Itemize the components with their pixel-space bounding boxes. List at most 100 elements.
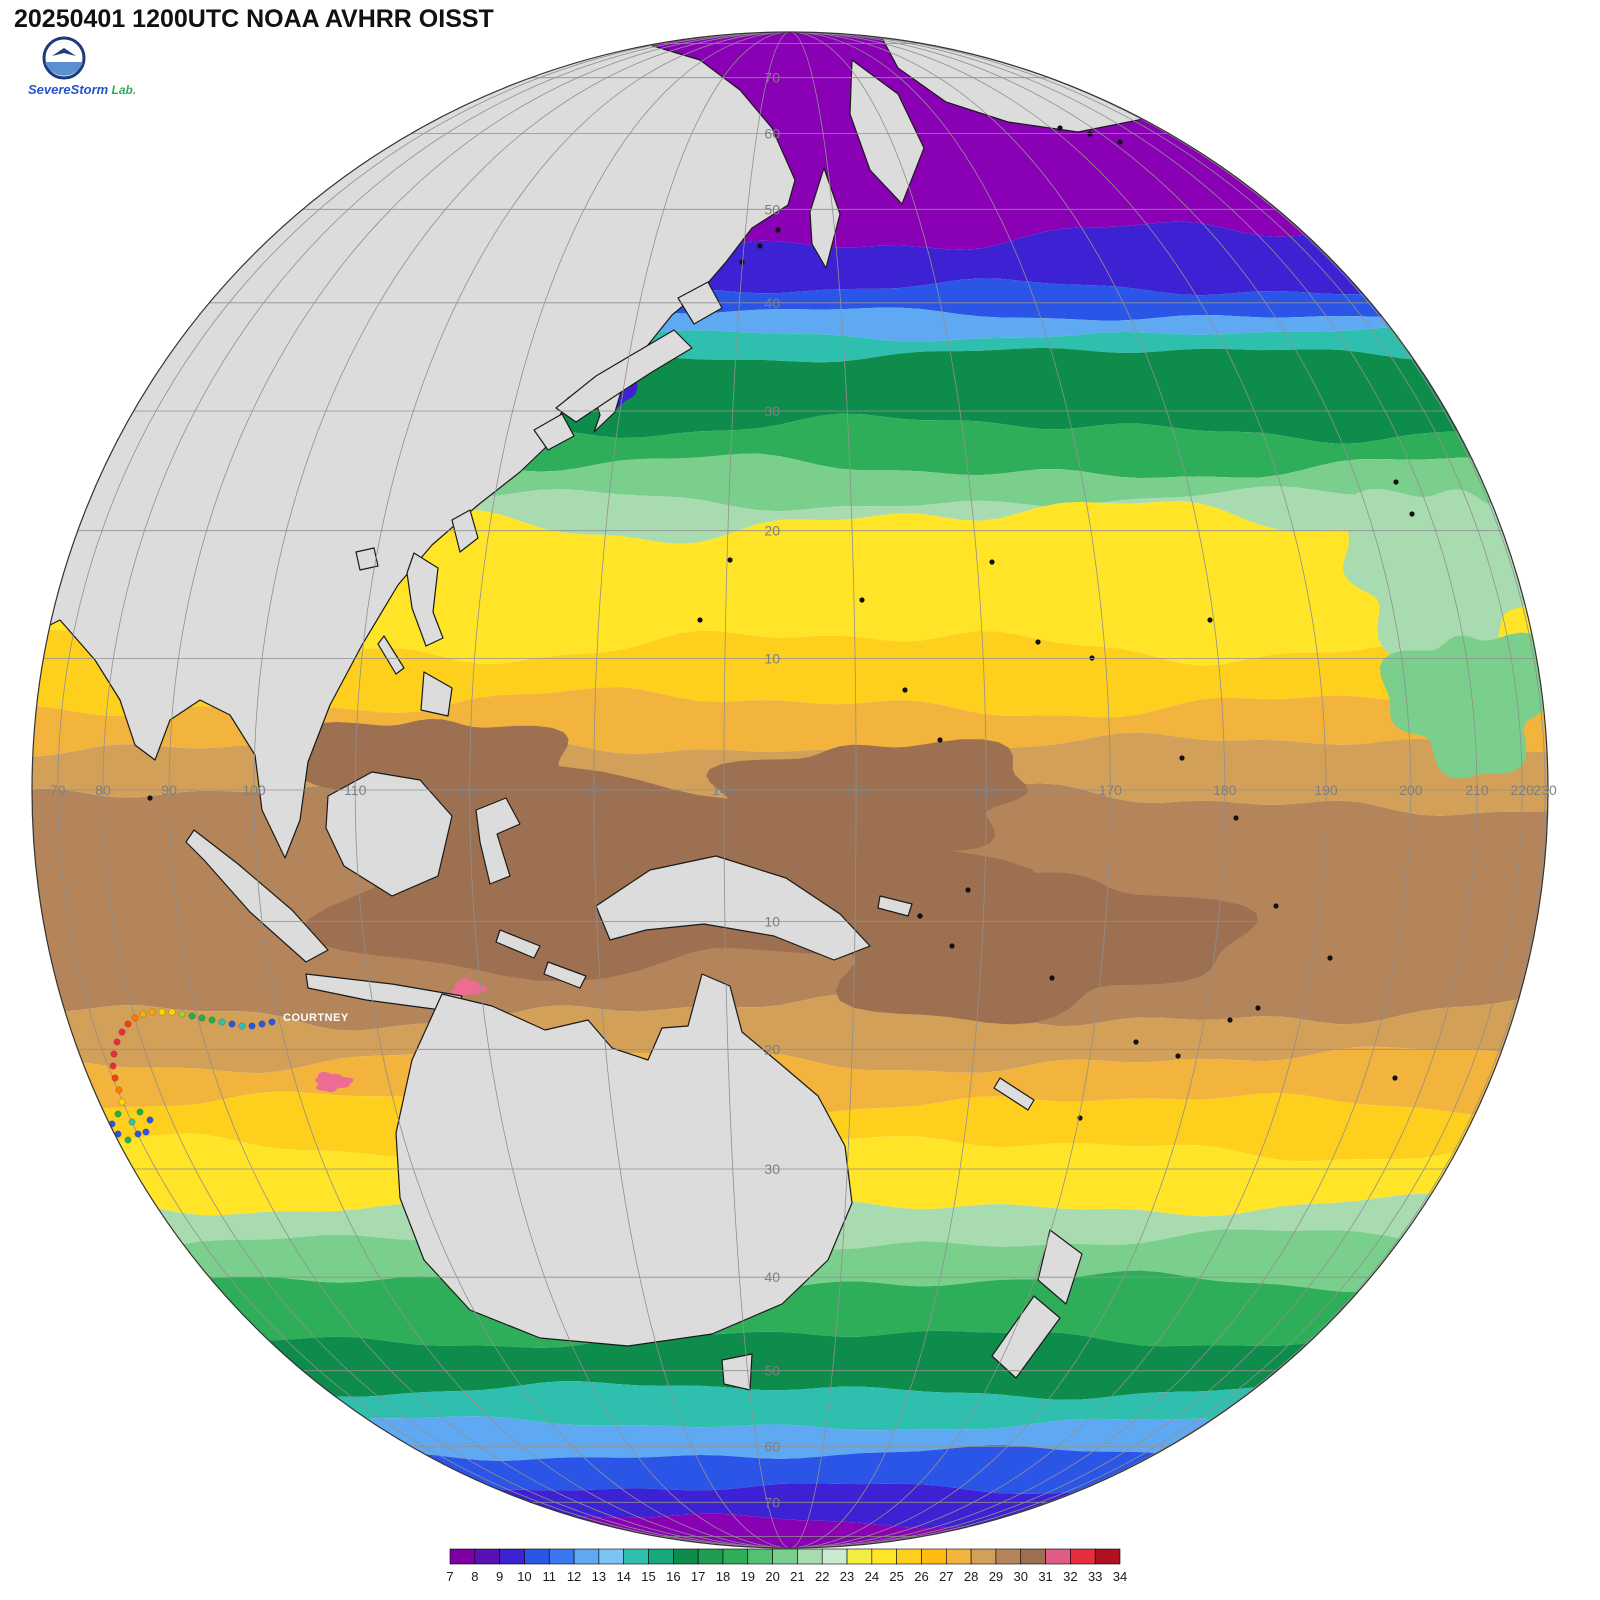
island-speck — [1049, 975, 1055, 981]
colorbar-swatch — [945, 1548, 972, 1565]
colorbar-swatch — [970, 1548, 997, 1565]
colorbar-swatch — [524, 1548, 550, 1565]
landmass-sakhalin — [809, 167, 841, 269]
island-speck — [147, 795, 153, 801]
landmass-new-zealand-north — [1037, 1229, 1083, 1305]
island-speck — [1057, 125, 1063, 131]
grid-meridian — [789, 32, 1523, 1548]
colorbar-swatch — [722, 1548, 749, 1565]
colorbar-tick-label: 22 — [815, 1569, 829, 1584]
lat-label: 50 — [764, 1363, 780, 1379]
noaa-emblem-sea — [45, 62, 83, 76]
colorbar-tick-label: 31 — [1038, 1569, 1052, 1584]
sst-band — [32, 1270, 1548, 1348]
lat-label: 50 — [764, 201, 780, 217]
lon-label: 130 — [582, 782, 606, 798]
storm-track-point — [248, 1022, 256, 1030]
island-speck — [1409, 511, 1415, 517]
colorbar: 7 8 9 10 11 12 13 14 15 16 17 18 19 20 21 22 23 24 25 26 27 2… — [446, 1548, 1127, 1584]
storm-track-point — [114, 1110, 122, 1118]
colorbar-tick-label: 12 — [567, 1569, 581, 1584]
colorbar-swatch — [797, 1548, 823, 1565]
colorbar-tick-label: 10 — [517, 1569, 531, 1584]
grid-meridian — [253, 32, 791, 1548]
grid-meridian — [789, 32, 1327, 1548]
island-speck — [1273, 903, 1279, 909]
landmass-luzon — [406, 552, 444, 647]
lat-label: 20 — [764, 1041, 780, 1057]
storm-track-point — [115, 1086, 123, 1094]
globe-rim — [31, 31, 1549, 1549]
island-speck — [965, 887, 971, 893]
island-speck — [937, 737, 943, 743]
island-speck — [1179, 755, 1185, 761]
colorbar-swatch — [995, 1548, 1022, 1565]
storm-track-point — [168, 1008, 176, 1016]
lat-label: 10 — [764, 914, 780, 930]
colorbar-swatch — [772, 1548, 798, 1565]
landmass-new-britain — [877, 895, 913, 917]
storm-track-point — [113, 1038, 121, 1046]
lon-label: 170 — [1099, 782, 1123, 798]
sst-blob — [806, 859, 1258, 1025]
colorbar-swatch — [548, 1548, 575, 1565]
lat-label: 70 — [764, 70, 780, 86]
storm-track-point — [146, 1116, 154, 1124]
island-speck — [859, 597, 865, 603]
sst-blob — [450, 978, 488, 997]
island-speck — [1393, 479, 1399, 485]
sst-band — [32, 32, 1548, 254]
sst-band — [32, 687, 1548, 759]
storm-track-point — [136, 1108, 144, 1116]
island-speck — [1255, 1005, 1261, 1011]
colorbar-swatch — [871, 1548, 897, 1565]
colorbar-swatch — [1020, 1548, 1046, 1565]
grid-meridian — [593, 32, 791, 1548]
lat-label: 70 — [764, 1494, 780, 1510]
grid-meridian — [469, 32, 791, 1548]
lon-label: 190 — [1314, 782, 1338, 798]
colorbar-swatch — [1070, 1548, 1096, 1565]
colorbar-swatch — [1094, 1548, 1121, 1565]
lon-label: 140 — [712, 782, 736, 798]
colorbar-swatch — [474, 1548, 500, 1565]
storm-track-point — [188, 1012, 196, 1020]
lat-label: 40 — [764, 1269, 780, 1285]
colorbar-tick-label: 29 — [989, 1569, 1003, 1584]
storm-track-point — [158, 1008, 166, 1016]
colorbar-tick-label: 7 — [446, 1569, 453, 1584]
landmass-mindanao — [420, 671, 453, 717]
lon-label: 100 — [242, 782, 266, 798]
colorbar-tick-label: 30 — [1014, 1569, 1028, 1584]
colorbar-tick-label: 9 — [496, 1569, 503, 1584]
lon-label: 160 — [975, 782, 999, 798]
landmass-australia — [395, 973, 853, 1347]
sst-band — [32, 307, 1548, 342]
storm-track-point — [238, 1022, 246, 1030]
lon-label: 70 — [50, 782, 66, 798]
colorbar-tick-label: 20 — [765, 1569, 779, 1584]
storm-track-point — [228, 1020, 236, 1028]
colorbar-swatch — [598, 1548, 625, 1565]
storm-track-point — [258, 1020, 266, 1028]
storm-track-point — [118, 1028, 126, 1036]
storm-track-point — [208, 1016, 216, 1024]
landmass-new-guinea — [595, 855, 871, 961]
colorbar-swatch — [747, 1548, 773, 1565]
storm-track-point — [198, 1014, 206, 1022]
grid-meridian — [789, 32, 1546, 1548]
island-speck — [739, 259, 745, 265]
island-speck — [1175, 1053, 1181, 1059]
colorbar-tick-label: 21 — [790, 1569, 804, 1584]
island-speck — [757, 243, 763, 249]
landmass-honshu — [555, 329, 693, 423]
island-speck — [1133, 1039, 1139, 1045]
colorbar-tick-label: 15 — [641, 1569, 655, 1584]
storm-track-point — [268, 1018, 276, 1026]
storm-track-point — [142, 1128, 150, 1136]
colorbar-tick-label: 18 — [716, 1569, 730, 1584]
colorbar-tick-label: 13 — [592, 1569, 606, 1584]
island-speck — [1117, 139, 1123, 145]
